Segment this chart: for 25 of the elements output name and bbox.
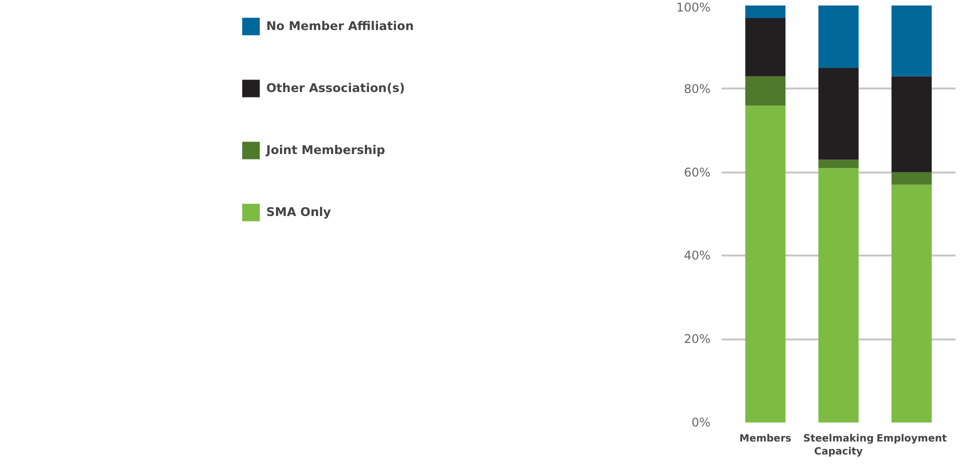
bar: [745, 106, 786, 422]
legend-label: No Member Affiliation: [266, 19, 414, 33]
y-tick-label: 0%: [691, 416, 711, 430]
bar: [745, 6, 786, 18]
legend-label: Joint Membership: [266, 143, 386, 157]
bar: [892, 184, 932, 422]
bar: [892, 76, 932, 172]
bar: [818, 68, 859, 160]
y-tick-label: 60%: [684, 165, 710, 180]
bar: [818, 6, 859, 68]
x-tick-label: Steelmaking Capacity: [803, 434, 874, 458]
bar: [892, 6, 932, 76]
y-tick-label: 80%: [684, 82, 710, 96]
y-tick-label: 40%: [684, 248, 710, 263]
legend-label: SMA Only: [266, 205, 331, 219]
bar: [818, 160, 859, 168]
y-tick-label: 100%: [676, 0, 711, 14]
bar: [745, 76, 786, 106]
bar: [892, 172, 932, 185]
legend-label: Other Association(s): [266, 81, 405, 95]
x-tick-label: Employment: [876, 434, 948, 444]
y-tick-label: 20%: [684, 332, 710, 346]
bar: [818, 168, 859, 422]
bar: [745, 18, 786, 76]
x-tick-label: Members: [739, 434, 792, 444]
